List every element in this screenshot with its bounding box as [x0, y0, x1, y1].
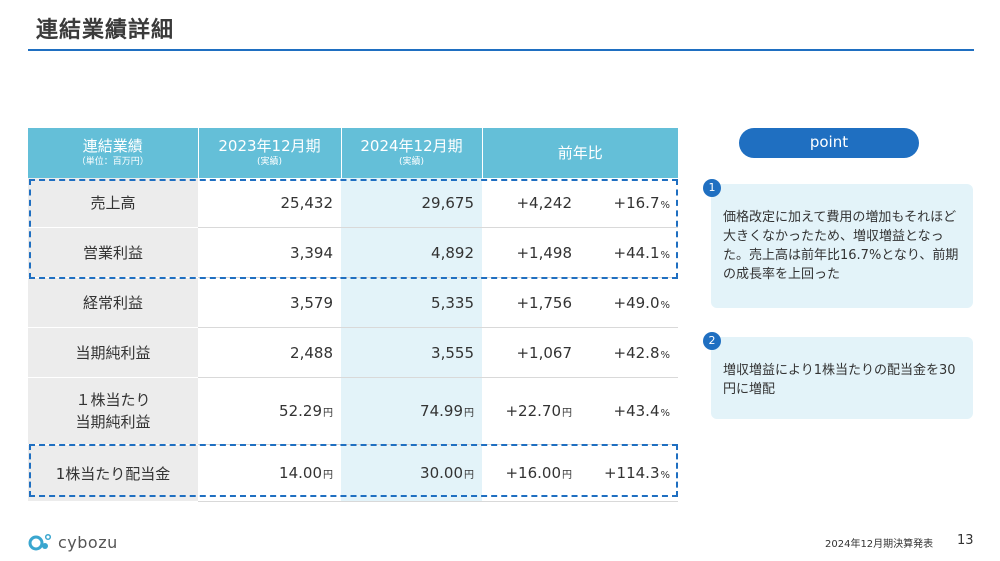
table-row: １株当たり 当期純利益 52.29円 74.99円 +22.70円 +43.4% [28, 377, 679, 445]
logo-text: cybozu [58, 532, 118, 552]
value-pct: +49.0% [580, 277, 679, 328]
table-header-row: 連結業績 （単位：百万円） 2023年12月期 (実績) 2024年12月期 (… [28, 128, 679, 178]
value-diff: +22.70円 [482, 377, 580, 445]
table-row: 経常利益 3,579 5,335 +1,756 +49.0% [28, 277, 679, 328]
title-divider [28, 49, 974, 51]
value-pct: +42.8% [580, 327, 679, 378]
row-label: 営業利益 [28, 227, 198, 278]
value-2023: 25,432 [198, 178, 341, 228]
value-2023: 3,394 [198, 227, 341, 278]
note-text: 価格改定に加えて費用の増加もそれほど大きくなかったため、増収増益となった。売上高… [723, 210, 959, 282]
value-2024: 30.00円 [341, 444, 482, 502]
value-2023: 14.00円 [198, 444, 341, 502]
value-2024: 29,675 [341, 178, 482, 228]
value-pct: +16.7% [580, 178, 679, 228]
note-number-badge: 1 [703, 179, 721, 197]
value-diff: +1,498 [482, 227, 580, 278]
header-fy2023: 2023年12月期 (実績) [198, 128, 342, 178]
table-row: 当期純利益 2,488 3,555 +1,067 +42.8% [28, 327, 679, 378]
row-label: 経常利益 [28, 277, 198, 328]
note-text: 増収増益により1株当たりの配当金を30円に増配 [723, 363, 956, 397]
page-title: 連結業績詳細 [36, 18, 175, 43]
value-pct: +44.1% [580, 227, 679, 278]
header-fy2024: 2024年12月期 (実績) [341, 128, 483, 178]
point-label: point [739, 128, 919, 158]
table-row: 売上高 25,432 29,675 +4,242 +16.7% [28, 178, 679, 228]
row-label: １株当たり 当期純利益 [28, 377, 198, 445]
row-label: 当期純利益 [28, 327, 198, 378]
header-category: 連結業績 （単位：百万円） [28, 128, 199, 178]
row-label: 売上高 [28, 178, 198, 228]
value-diff: +1,067 [482, 327, 580, 378]
table-row: 1株当たり配当金 14.00円 30.00円 +16.00円 +114.3% [28, 444, 679, 502]
value-2023: 2,488 [198, 327, 341, 378]
value-2023: 52.29円 [198, 377, 341, 445]
value-pct: +43.4% [580, 377, 679, 445]
value-2024: 4,892 [341, 227, 482, 278]
value-diff: +4,242 [482, 178, 580, 228]
results-table: 連結業績 （単位：百万円） 2023年12月期 (実績) 2024年12月期 (… [28, 128, 679, 502]
footer-doc-title: 2024年12月期決算発表 [825, 539, 934, 550]
note-number-badge: 2 [703, 332, 721, 350]
value-2023: 3,579 [198, 277, 341, 328]
point-note-2: 増収増益により1株当たりの配当金を30円に増配 [711, 337, 973, 419]
cybozu-logo-icon [28, 533, 52, 551]
header-yoy: 前年比 [482, 128, 679, 178]
value-2024: 5,335 [341, 277, 482, 328]
value-diff: +16.00円 [482, 444, 580, 502]
row-label: 1株当たり配当金 [28, 444, 198, 502]
value-pct: +114.3% [580, 444, 679, 502]
table-row: 営業利益 3,394 4,892 +1,498 +44.1% [28, 227, 679, 278]
point-note-1: 価格改定に加えて費用の増加もそれほど大きくなかったため、増収増益となった。売上高… [711, 184, 973, 308]
value-diff: +1,756 [482, 277, 580, 328]
cybozu-logo: cybozu [28, 530, 118, 554]
value-2024: 3,555 [341, 327, 482, 378]
page-number: 13 [957, 533, 974, 548]
value-2024: 74.99円 [341, 377, 482, 445]
